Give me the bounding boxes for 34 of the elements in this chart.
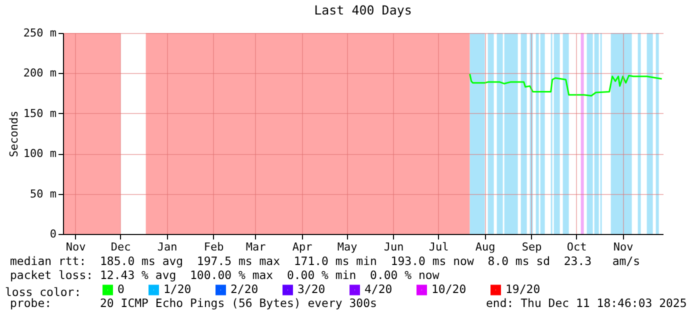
x-tick-label: Jul [428,240,449,254]
y-tick-label: 250 m [23,26,57,40]
x-tick-label: Feb [204,240,224,254]
x-tick-label: Nov [613,240,634,254]
text: probe: 20 ICMP Echo Pings (56 Bytes) every 300s [10,296,377,310]
y-tick-label: 0 [50,228,56,240]
legend-label: 2/20 [230,282,258,296]
x-tick-label: Apr [292,240,313,254]
legend-label: 3/20 [298,282,326,296]
y-tick-label: 50 m [30,187,57,200]
legend-title: loss color: [5,285,82,299]
y-axis-title: Seconds [7,110,20,158]
text: median rtt: 185.0 ms avg 197.5 ms max 171.0 ms min 193.0 ms now 8.0 ms sd 23.3 am/s [10,254,640,268]
y-tick-label: 100 m [23,147,57,160]
x-tick-label: Aug [475,240,496,254]
legend-label: 1/20 [164,282,192,296]
legend-label: 0 [118,282,124,296]
legend-label: 4/20 [364,282,392,296]
legend-label: 19/20 [506,282,540,296]
x-tick-label: Mar [246,240,266,254]
y-tick-label: 200 m [23,66,57,80]
x-tick-label: Jan [157,240,178,254]
x-tick-label: May [337,240,358,254]
y-tick-label: 150 m [23,106,57,120]
chart-title: Last 400 Days [314,2,412,18]
x-tick-label: Sep [522,240,542,254]
x-tick-label: Oct [566,240,587,254]
x-tick-label: Jun [384,240,404,254]
legend-label: 10/20 [432,282,466,296]
text: packet loss: 12.43 % avg 100.00 % max 0.00 % min 0.00 % now [10,268,440,282]
line-series [469,73,663,96]
x-tick-label: Dec [110,240,131,254]
x-tick-label: Nov [66,240,86,254]
text: end: Thu Dec 11 18:46:03 2025 [486,296,687,310]
